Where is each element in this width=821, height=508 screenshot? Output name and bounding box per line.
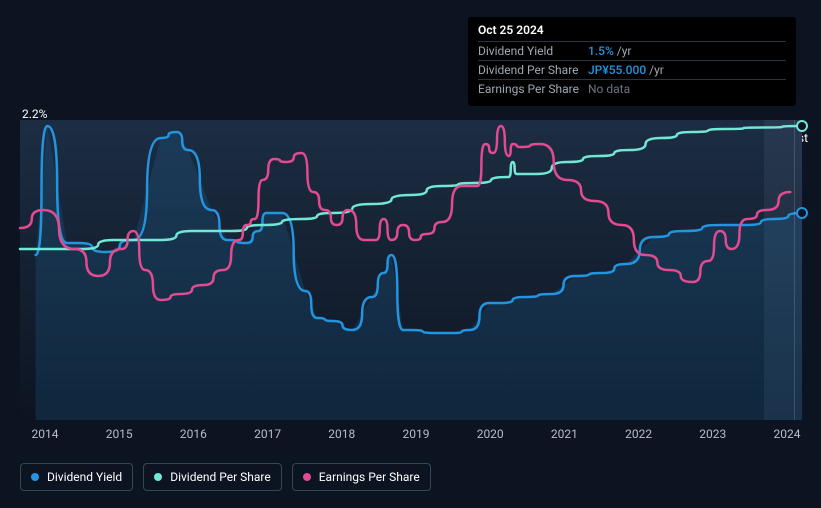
x-axis-label: 2022 [625,427,652,441]
x-axis-label: 2024 [774,427,801,441]
x-axis-label: 2019 [403,427,430,441]
legend-dividend-per-share[interactable]: Dividend Per Share [143,463,282,491]
tooltip-row: Dividend Yield1.5% /yr [478,41,786,60]
legend-dot-icon [31,473,39,481]
legend: Dividend Yield Dividend Per Share Earnin… [20,463,431,491]
tooltip-value: JP¥55.000 /yr [588,63,664,77]
legend-label: Dividend Per Share [170,470,271,484]
y-axis-top-label: 2.2% [22,107,47,121]
x-axis-label: 2016 [180,427,207,441]
tooltip-key: Earnings Per Share [478,82,588,96]
plot-area[interactable] [20,120,802,420]
x-axis-label: 2023 [699,427,726,441]
x-axis-label: 2015 [106,427,133,441]
tooltip-date: Oct 25 2024 [478,23,786,37]
tooltip-key: Dividend Per Share [478,63,588,77]
x-axis-label: 2014 [32,427,59,441]
x-axis-label: 2021 [551,427,578,441]
x-axis-label: 2020 [477,427,504,441]
hover-line [794,120,795,420]
tooltip-value: 1.5% /yr [588,44,631,58]
legend-dot-icon [154,473,162,481]
legend-label: Earnings Per Share [319,470,420,484]
tooltip-row: Dividend Per ShareJP¥55.000 /yr [478,60,786,79]
tooltip-row: Earnings Per ShareNo data [478,79,786,98]
dividend-yield-end-marker [796,207,808,219]
legend-label: Dividend Yield [47,470,122,484]
x-axis-label: 2017 [254,427,281,441]
chart-svg [20,120,802,420]
legend-dividend-yield[interactable]: Dividend Yield [20,463,133,491]
legend-earnings-per-share[interactable]: Earnings Per Share [292,463,431,491]
x-axis-label: 2018 [328,427,355,441]
tooltip-key: Dividend Yield [478,44,588,58]
tooltip: Oct 25 2024 Dividend Yield1.5% /yrDivide… [468,17,796,106]
dividend-per-share-end-marker [796,120,808,132]
tooltip-value: No data [588,82,630,96]
legend-dot-icon [303,473,311,481]
chart-container: 2.2% 0% Past 201420152016201720182019202… [0,0,821,508]
